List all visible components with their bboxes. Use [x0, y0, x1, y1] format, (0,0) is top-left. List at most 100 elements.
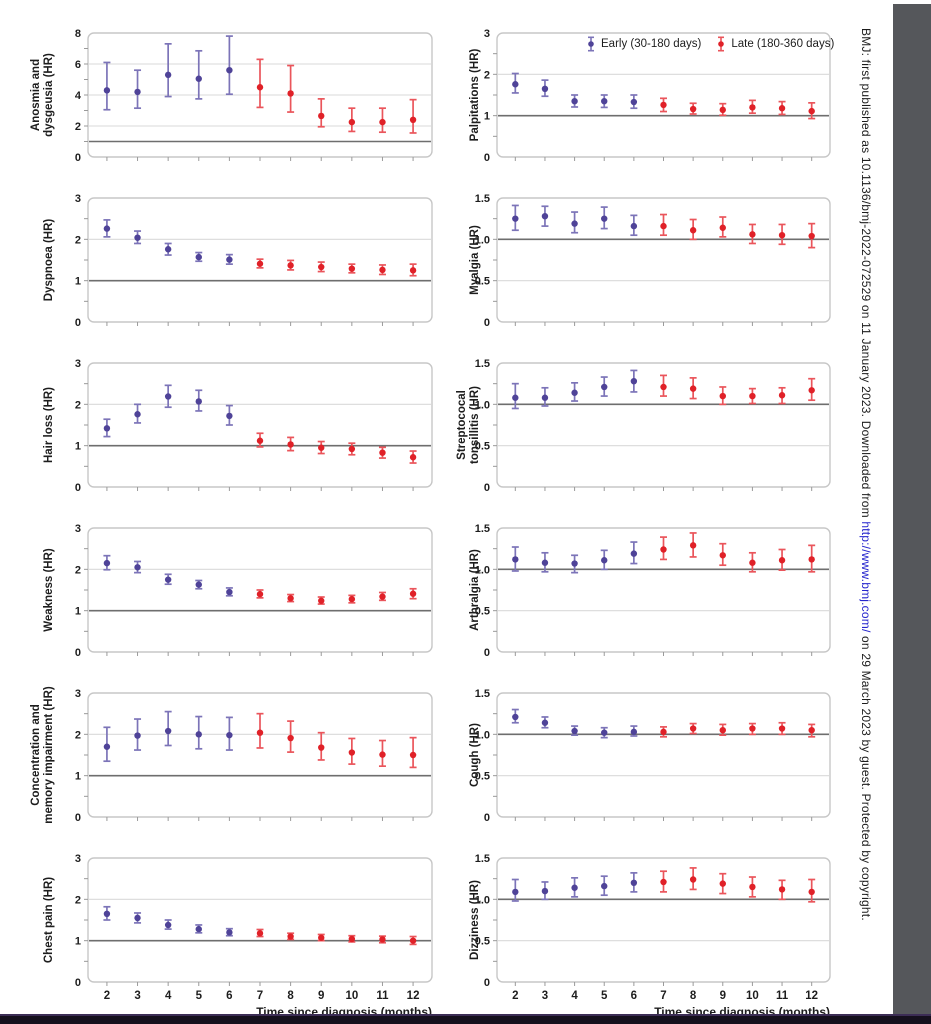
errorbar-hair-loss-month-12 [409, 450, 417, 464]
errorbar-concentration-memory-month-10 [348, 737, 356, 765]
errorbar-weakness-month-2 [103, 554, 111, 571]
y-tick-label: 0 [75, 977, 81, 989]
figure-panel-grid: 0 2 4 6 8 Anosmia anddysgeusia (HR) 0 1 2 3 Palpit… [0, 27, 850, 1024]
errorbar-chest-pain-month-3 [134, 912, 142, 924]
y-tick-label: 4 [75, 90, 82, 102]
y-axis-label: Myalgia (HR) [469, 225, 481, 295]
y-tick-label: 1.5 [475, 688, 490, 700]
errorbar-anosmia-dysgeusia-month-12 [409, 98, 417, 134]
errorbar-cough-month-10 [748, 722, 756, 736]
errorbar-palpitations-month-12 [808, 102, 816, 120]
errorbar-weakness-month-5 [195, 579, 203, 590]
errorbar-myalgia-month-2 [511, 204, 519, 232]
y-tick-label: 0 [484, 977, 490, 989]
errorbar-dyspnoea-month-3 [134, 230, 142, 245]
x-tick-label: 2 [104, 990, 110, 1002]
y-tick-label: 1.5 [475, 523, 490, 535]
errorbar-cough-month-3 [541, 716, 549, 729]
errorbar-anosmia-dysgeusia-month-9 [317, 98, 325, 128]
errorbar-streptococal-tonsillitis-month-5 [600, 376, 608, 397]
errorbar-chest-pain-month-6 [225, 927, 233, 937]
y-tick-label: 1 [75, 441, 81, 453]
errorbar-palpitations-month-11 [778, 100, 786, 116]
errorbar-cough-month-4 [571, 725, 579, 737]
errorbar-early-icon [588, 36, 594, 52]
errorbar-hair-loss-month-11 [378, 446, 386, 459]
x-tick-label: 10 [746, 990, 759, 1002]
x-tick-label: 7 [660, 990, 666, 1002]
errorbar-cough-month-11 [778, 721, 786, 736]
errorbar-palpitations-month-4 [571, 94, 579, 108]
errorbar-cough-month-8 [689, 722, 697, 735]
legend-item-early: Early (30-180 days) [586, 36, 701, 52]
x-tick-label: 6 [226, 990, 232, 1002]
errorbar-anosmia-dysgeusia-month-11 [378, 107, 386, 134]
x-tick-label: 8 [690, 990, 697, 1002]
x-tick-label: 9 [720, 990, 726, 1002]
errorbar-hair-loss-month-3 [134, 403, 142, 424]
errorbar-chest-pain-month-5 [195, 924, 203, 934]
errorbar-chest-pain-month-12 [409, 935, 417, 946]
errorbar-palpitations-month-8 [689, 102, 697, 115]
errorbar-dyspnoea-month-9 [317, 261, 325, 273]
y-tick-label: 3 [75, 523, 81, 535]
errorbar-chest-pain-month-9 [317, 933, 325, 942]
x-tick-label: 11 [776, 990, 789, 1002]
errorbar-dyspnoea-month-4 [164, 242, 172, 256]
y-tick-label: 2 [75, 399, 81, 411]
x-tick-label: 4 [165, 990, 172, 1002]
errorbar-anosmia-dysgeusia-month-3 [134, 69, 142, 110]
errorbar-concentration-memory-month-8 [287, 720, 295, 753]
y-axis-label: Cough (HR) [469, 723, 481, 787]
bmj-link[interactable]: http://www.bmj.com/ [859, 521, 873, 633]
errorbar-dyspnoea-month-11 [378, 264, 386, 276]
y-tick-label: 0.5 [475, 276, 490, 288]
errorbar-arthralgia-month-7 [660, 536, 667, 561]
errorbar-concentration-memory-month-9 [317, 731, 325, 761]
y-tick-label: 1 [75, 936, 81, 948]
y-tick-label: 0 [75, 317, 81, 329]
y-tick-label: 0 [484, 812, 490, 824]
x-tick-label: 10 [345, 990, 358, 1002]
errorbar-dizziness-month-10 [748, 876, 756, 898]
errorbar-palpitations-month-3 [541, 79, 549, 98]
errorbar-dizziness-month-12 [808, 878, 816, 903]
errorbar-anosmia-dysgeusia-month-10 [348, 107, 356, 133]
sidebar-text-before: BMJ: first published as 10.1136/bmj-2022… [859, 28, 873, 522]
y-axis-label: Dizziness (HR) [469, 880, 481, 960]
errorbar-dizziness-month-5 [600, 875, 608, 897]
x-tick-label: 3 [134, 990, 140, 1002]
errorbar-cough-month-7 [660, 726, 667, 738]
chart-panel-anosmia-dysgeusia: 0 2 4 6 8 Anosmia anddysgeusia (HR) [30, 28, 433, 164]
y-tick-label: 1.5 [475, 853, 490, 865]
y-axis-label: Hair loss (HR) [43, 387, 55, 463]
errorbar-streptococal-tonsillitis-month-10 [748, 387, 756, 405]
y-axis-label: Palpitations (HR) [469, 49, 481, 142]
y-tick-label: 0.5 [475, 771, 490, 783]
y-tick-label: 0 [75, 647, 81, 659]
y-tick-label: 2 [75, 729, 81, 741]
y-tick-label: 0 [75, 482, 81, 494]
errorbar-myalgia-month-6 [630, 214, 638, 237]
errorbar-cough-month-12 [808, 723, 816, 738]
errorbar-myalgia-month-8 [689, 218, 697, 241]
y-tick-label: 2 [75, 894, 81, 906]
y-tick-label: 3 [75, 688, 81, 700]
errorbar-palpitations-month-2 [511, 72, 519, 94]
errorbar-dyspnoea-month-12 [409, 263, 417, 277]
errorbar-concentration-memory-month-7 [256, 712, 264, 749]
y-tick-label: 1 [75, 276, 81, 288]
errorbar-hair-loss-month-6 [225, 404, 233, 426]
x-tick-label: 3 [542, 990, 548, 1002]
errorbar-arthralgia-month-4 [571, 554, 579, 574]
errorbar-dyspnoea-month-5 [195, 251, 203, 263]
errorbar-hair-loss-month-5 [195, 389, 203, 412]
errorbar-dyspnoea-month-2 [103, 219, 111, 238]
bottom-window-bar [0, 1014, 931, 1024]
errorbar-chest-pain-month-4 [164, 919, 172, 930]
legend-label-late: Late (180-360 days) [731, 38, 835, 50]
y-tick-label: 0 [484, 647, 490, 659]
errorbar-myalgia-month-3 [541, 205, 549, 227]
